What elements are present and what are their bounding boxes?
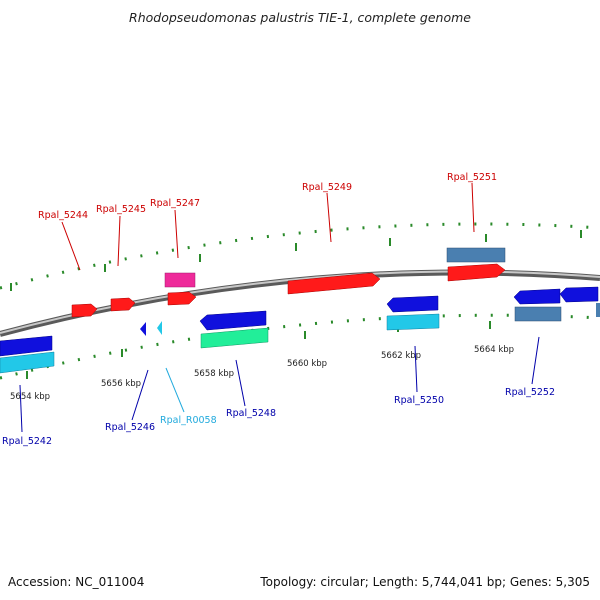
outer-major-ticks <box>10 230 582 291</box>
forward-leader-lines <box>61 182 475 271</box>
genome-summary-text: Topology: circular; Length: 5,744,041 bp… <box>260 575 590 589</box>
gene-rpal-5248-mint[interactable] <box>200 327 269 349</box>
gene-rpal-5251-steel[interactable] <box>446 247 506 263</box>
gene-rpal-5252-next[interactable] <box>559 286 599 303</box>
gene-rpal-5247-pink[interactable] <box>164 272 196 288</box>
label-rpal-5244[interactable]: Rpal_5244 <box>38 210 88 221</box>
label-rpal-5247[interactable]: Rpal_5247 <box>150 198 200 209</box>
gene-rpal-5249[interactable] <box>287 272 381 295</box>
gene-rpal-r0058[interactable] <box>157 321 162 335</box>
gene-rpal-5251[interactable] <box>447 263 506 282</box>
gene-rpal-5245[interactable] <box>110 297 136 312</box>
inner-ruler <box>0 313 600 380</box>
forward-features <box>71 247 600 318</box>
label-rpal-5242[interactable]: Rpal_5242 <box>2 436 52 447</box>
label-rpal-5250[interactable]: Rpal_5250 <box>394 395 444 406</box>
gene-rpal-5250[interactable] <box>386 295 439 313</box>
scale-tick-5660: 5660 kbp <box>287 359 327 369</box>
scale-tick-5656: 5656 kbp <box>101 379 141 389</box>
scale-tick-5662: 5662 kbp <box>381 351 421 361</box>
label-rpal-5249[interactable]: Rpal_5249 <box>302 182 352 193</box>
accession-text: Accession: NC_011004 <box>8 575 145 589</box>
outer-ruler <box>0 222 600 290</box>
gene-edge-forward[interactable] <box>596 303 600 317</box>
gene-rpal-5252-steel[interactable] <box>514 306 562 322</box>
reverse-features <box>0 286 599 374</box>
scale-tick-5658: 5658 kbp <box>194 369 234 379</box>
gene-rpal-5247[interactable] <box>167 291 197 306</box>
gene-rpal-5242[interactable] <box>0 335 53 357</box>
scale-tick-5654: 5654 kbp <box>10 392 50 402</box>
scale-tick-5664: 5664 kbp <box>474 345 514 355</box>
gene-rpal-5252[interactable] <box>513 288 561 305</box>
map-title: Rhodopseudomonas palustris TIE-1, comple… <box>129 10 471 25</box>
label-rpal-5245[interactable]: Rpal_5245 <box>96 204 146 215</box>
gene-rpal-5246[interactable] <box>140 322 146 336</box>
label-rpal-5248[interactable]: Rpal_5248 <box>226 408 276 419</box>
gene-rpal-5248[interactable] <box>199 310 267 331</box>
label-rpal-5252[interactable]: Rpal_5252 <box>505 387 555 398</box>
gene-rpal-5244[interactable] <box>71 303 98 318</box>
label-rpal-5246[interactable]: Rpal_5246 <box>105 422 155 433</box>
reverse-leader-lines <box>19 336 540 433</box>
gene-rpal-5242-cyan[interactable] <box>0 351 55 374</box>
label-rpal-5251[interactable]: Rpal_5251 <box>447 172 497 183</box>
label-rpal-r0058[interactable]: Rpal_R0058 <box>160 415 217 426</box>
gene-rpal-5250-cyan[interactable] <box>386 313 440 331</box>
